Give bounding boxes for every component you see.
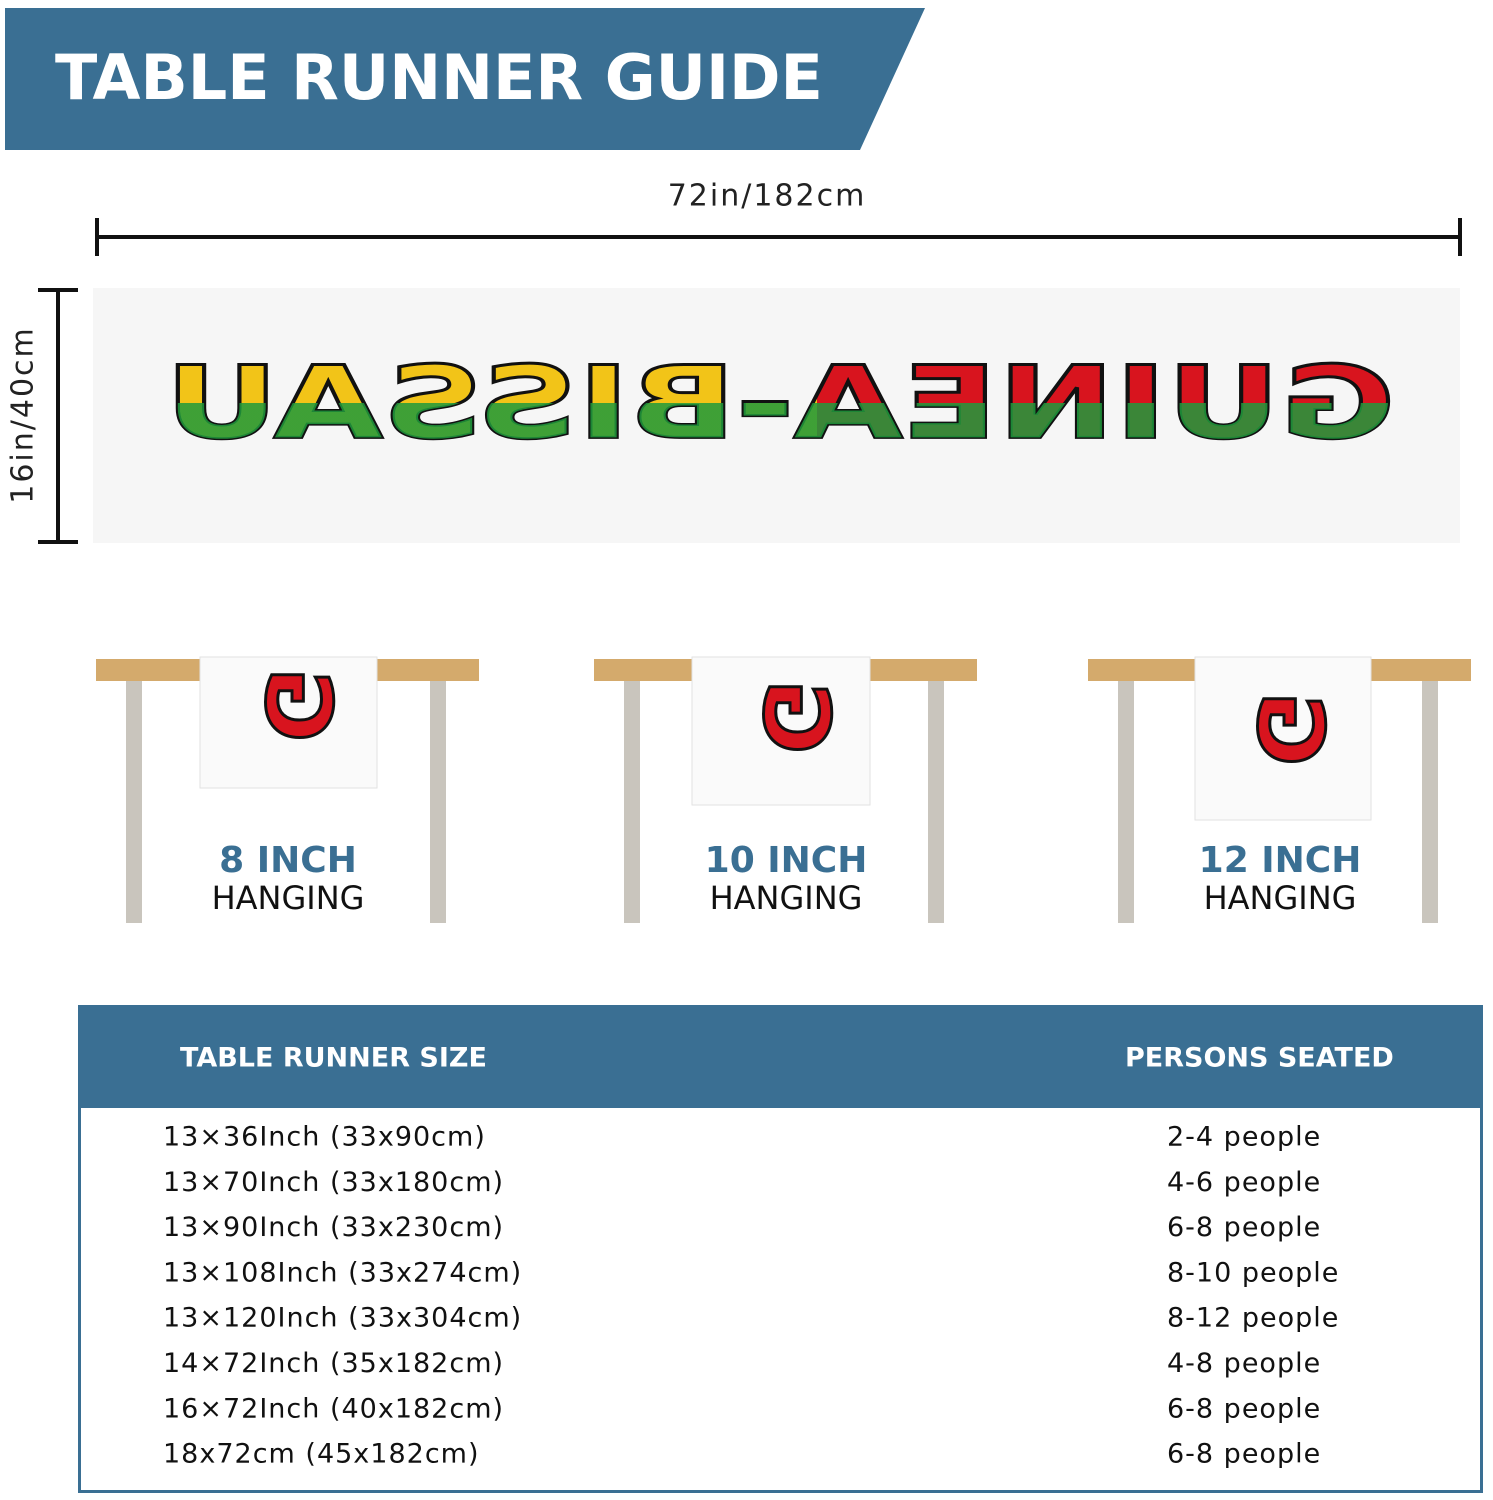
cloth-print: G [244,667,352,744]
table-leg [1118,678,1134,923]
size-cell: 18x72cm (45x182cm) [163,1439,480,1470]
size-cell: 13×36Inch (33x90cm) [163,1122,486,1153]
persons-cell: 6-8 people [1167,1439,1321,1470]
table-leg [1422,678,1438,923]
runner-print: GUINEA-BISSAU [165,344,1395,461]
hanging-size: 12 INCH [1199,840,1362,881]
size-cell: 14×72Inch (35x182cm) [163,1348,504,1379]
size-cell: 13×120Inch (33x304cm) [163,1303,522,1334]
persons-cell: 8-12 people [1167,1303,1339,1334]
table-leg [928,678,944,923]
persons-cell: 6-8 people [1167,1212,1321,1243]
hanging-size: 8 INCH [219,840,357,881]
size-cell: 13×90Inch (33x230cm) [163,1212,504,1243]
size-cell: 16×72Inch (40x182cm) [163,1393,504,1424]
hanging-size: 10 INCH [705,840,868,881]
hanging-label: HANGING [1204,879,1357,917]
hanging-letter: G [245,668,350,742]
table-leg [624,678,640,923]
column-header: PERSONS SEATED [1125,1043,1394,1074]
persons-cell: 8-10 people [1167,1257,1339,1288]
size-cell: 13×70Inch (33x180cm) [163,1167,504,1198]
hanging-label: HANGING [212,879,365,917]
hanging-cloth [199,656,378,789]
title-banner [5,8,925,150]
hanging-letter: G [1237,692,1342,766]
runner [93,288,1460,543]
hanging-cloth [691,656,871,806]
height-arrow [38,288,78,544]
persons-cell: 4-8 people [1167,1348,1321,1379]
persons-cell: 6-8 people [1167,1393,1321,1424]
width-label: 72in/182cm [668,179,867,214]
column-header: TABLE RUNNER SIZE [180,1043,487,1074]
cloth-print: G [742,679,850,756]
hanging-letter: G [743,680,848,754]
persons-cell: 2-4 people [1167,1122,1321,1153]
height-label: 16in/40cm [6,326,41,504]
table-leg [430,678,446,923]
size-cell: 13×108Inch (33x274cm) [163,1257,522,1288]
title: TABLE RUNNER GUIDE [55,41,823,114]
hanging-cloth [1194,656,1372,821]
table-leg [126,678,142,923]
table-header [78,1005,1483,1108]
width-arrow [95,218,1462,256]
cloth-print: G [1236,691,1344,768]
persons-cell: 4-6 people [1167,1167,1321,1198]
hanging-label: HANGING [710,879,863,917]
runner-print-overlay: GUINEA-BISSAU [165,344,1395,461]
